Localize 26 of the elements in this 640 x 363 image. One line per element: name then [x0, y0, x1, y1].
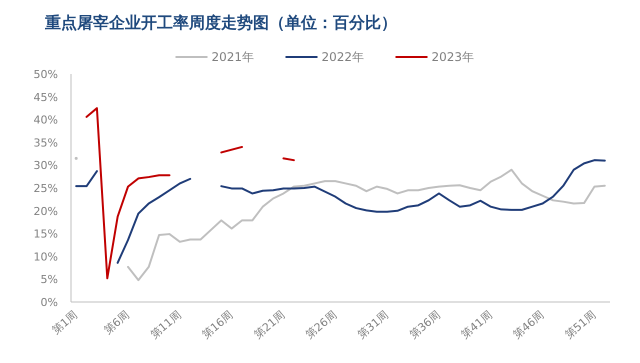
x-tick-label: 第51周: [562, 308, 598, 342]
x-tick-label: 第31周: [355, 308, 392, 342]
x-tick-label: 第21周: [251, 308, 288, 342]
x-tick-label: 第26周: [303, 308, 340, 342]
y-tick-label: 50%: [34, 68, 58, 81]
x-tick-label: 第11周: [148, 308, 184, 342]
y-tick-label: 40%: [34, 114, 58, 127]
x-tick-label: 第6周: [101, 308, 132, 337]
y-tick-label: 30%: [34, 159, 58, 172]
x-tick-label: 第16周: [200, 308, 236, 342]
x-tick-label: 第41周: [458, 308, 495, 342]
x-tick-label: 第36周: [406, 308, 443, 342]
y-tick-label: 5%: [40, 273, 58, 286]
y-tick-label: 25%: [34, 182, 58, 195]
x-tick-label: 第1周: [50, 308, 80, 337]
y-tick-label: 45%: [34, 90, 58, 104]
y-tick-label: 10%: [34, 250, 58, 264]
legend-label: 2023年: [432, 50, 474, 64]
x-tick-label: 第46周: [510, 308, 547, 342]
chart-title: 重点屠宰企业开工率周度走势图（单位：百分比）: [44, 13, 397, 32]
legend-label: 2022年: [322, 50, 364, 64]
y-tick-label: 0%: [40, 296, 58, 309]
legend-label: 2021年: [212, 50, 254, 64]
y-tick-label: 15%: [34, 228, 58, 241]
y-tick-label: 35%: [34, 136, 58, 150]
y-tick-label: 20%: [34, 204, 58, 218]
